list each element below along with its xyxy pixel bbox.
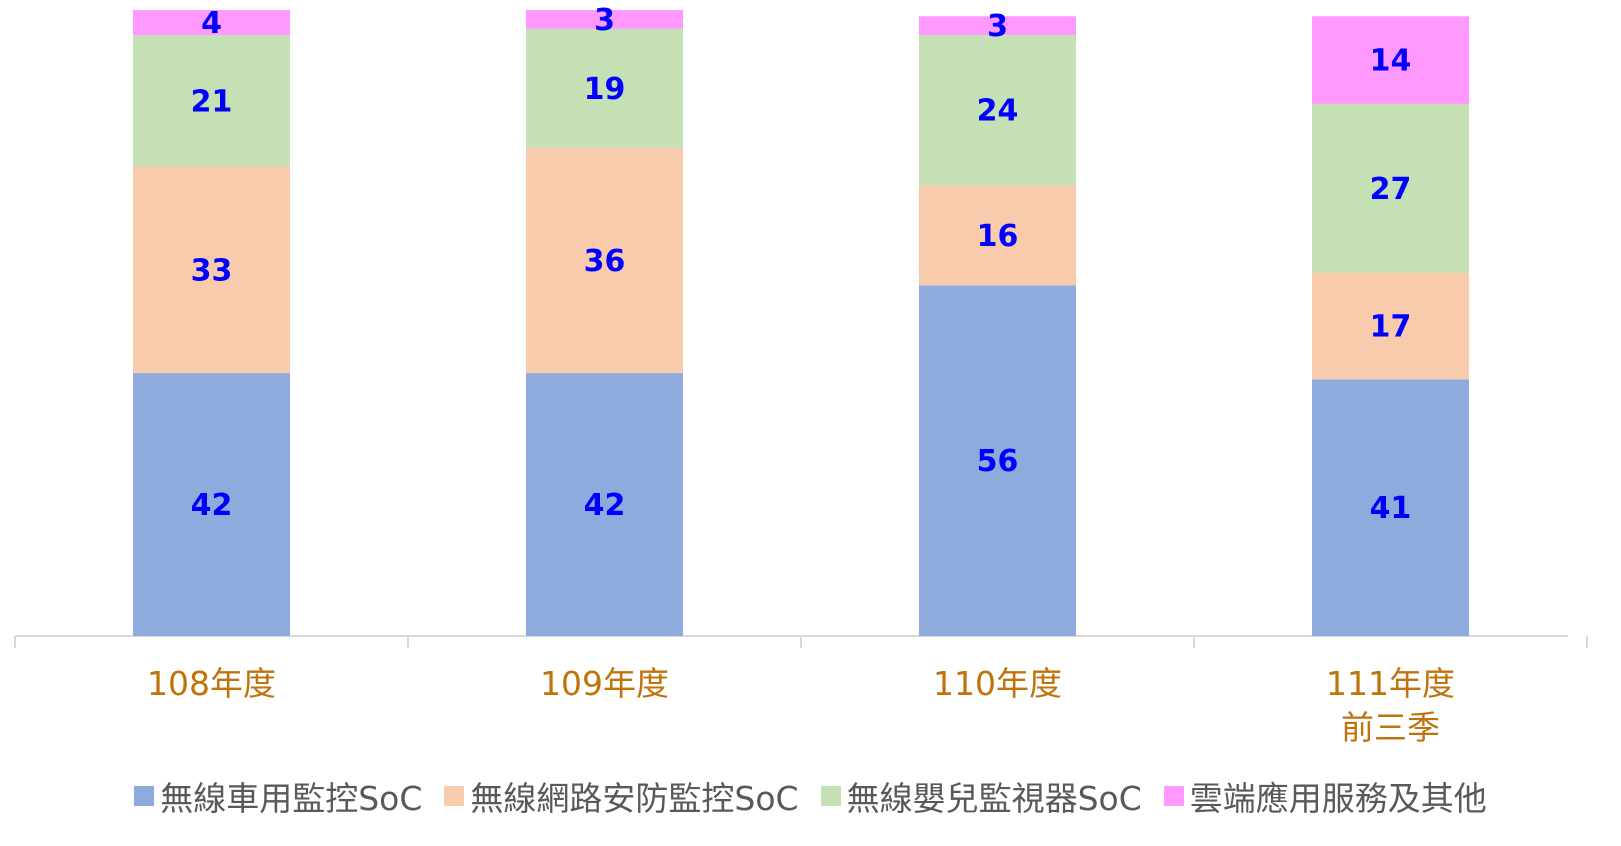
data-label: 17 xyxy=(1370,310,1412,345)
data-label: 24 xyxy=(977,94,1019,129)
data-label: 14 xyxy=(1370,44,1412,79)
legend-item: 無線車用監控SoC xyxy=(134,772,422,820)
bar-segment xyxy=(919,35,1076,186)
legend-label: 無線嬰兒監視器SoC xyxy=(846,779,1142,818)
legend-item: 無線嬰兒監視器SoC xyxy=(820,772,1142,820)
bar-segment xyxy=(133,10,290,36)
data-label: 56 xyxy=(977,444,1019,479)
x-tick-label: 109年度 xyxy=(540,664,669,703)
data-label: 36 xyxy=(584,244,626,279)
legend-item: 雲端應用服務及其他 xyxy=(1163,772,1487,820)
x-tick-label: 111年度 前三季 xyxy=(1326,664,1455,747)
bar-segment xyxy=(526,28,683,148)
bar-segment xyxy=(1312,16,1469,104)
bar-segment xyxy=(1312,103,1469,273)
legend-label: 雲端應用服務及其他 xyxy=(1189,779,1487,818)
bar-segment xyxy=(526,147,683,374)
data-label: 42 xyxy=(191,488,233,523)
data-label: 33 xyxy=(191,253,233,288)
bar-segment xyxy=(133,35,290,167)
legend-swatch xyxy=(134,786,155,806)
data-label: 19 xyxy=(584,72,626,107)
bar-segment xyxy=(1312,272,1469,380)
legend-label: 無線車用監控SoC xyxy=(160,779,423,818)
x-tick-label: 108年度 xyxy=(147,664,276,703)
bar-segment xyxy=(526,373,683,636)
data-label: 4 xyxy=(201,6,222,41)
data-label: 16 xyxy=(977,219,1019,254)
data-label: 21 xyxy=(191,84,233,119)
data-label: 3 xyxy=(987,9,1008,44)
legend: 無線車用監控SoC 無線網路安防監控SoC 無線嬰兒監視器SoC 雲端應用服務及其他 xyxy=(0,772,1621,820)
legend-swatch xyxy=(820,786,841,806)
data-label: 27 xyxy=(1370,172,1412,207)
bar-segment xyxy=(919,185,1076,286)
data-label: 42 xyxy=(584,488,626,523)
legend-item: 無線網路安防監控SoC xyxy=(444,772,799,820)
bar-segment xyxy=(1312,379,1469,636)
legend-swatch xyxy=(1163,786,1184,806)
legend-swatch xyxy=(444,786,465,806)
bar-segment xyxy=(919,16,1076,36)
x-tick-label: 110年度 xyxy=(933,664,1062,703)
bar-segment xyxy=(133,166,290,374)
bar-segment xyxy=(133,373,290,636)
bar-segment xyxy=(526,10,683,29)
data-label: 41 xyxy=(1370,491,1412,526)
legend-label: 無線網路安防監控SoC xyxy=(470,779,799,818)
bar-segment xyxy=(919,285,1076,636)
data-label: 3 xyxy=(594,3,615,38)
